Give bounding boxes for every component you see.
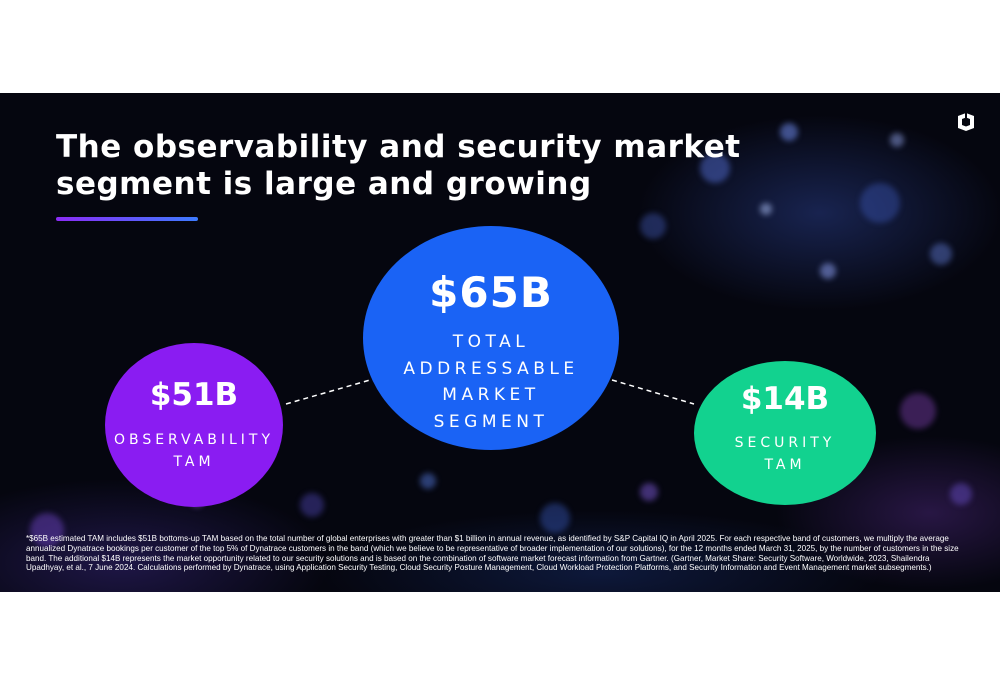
observability-tam-circle: $51B OBSERVABILITY TAM	[105, 343, 283, 507]
total-addressable-market-value: $65B	[429, 268, 553, 317]
total-label-line2: ADDRESSABLE	[403, 358, 579, 379]
total-label-line1: TOTAL	[452, 332, 530, 352]
observability-tam-value: $51B	[149, 377, 239, 413]
slide-title: The observability and security market se…	[56, 129, 741, 202]
security-tam-label: SECURITY TAM	[694, 432, 876, 476]
connector-lines	[285, 379, 695, 405]
observability-tam-label: OBSERVABILITY TAM	[105, 429, 283, 473]
slide: The observability and security market se…	[0, 93, 1000, 592]
dynatrace-logo-icon	[958, 113, 974, 131]
connector-total-security	[611, 379, 695, 405]
total-label-line4: SEGMENT	[433, 411, 549, 432]
connector-observability-total	[285, 379, 371, 405]
total-label-line3: MARKET	[442, 385, 540, 405]
security-tam-label-line2: TAM	[764, 457, 806, 473]
total-addressable-market-label: TOTAL ADDRESSABLE MARKET SEGMENT	[363, 329, 619, 435]
footnote: *$65B estimated TAM includes $51B bottom…	[26, 534, 959, 573]
security-tam-label-line1: SECURITY	[734, 435, 836, 451]
total-addressable-market-circle: $65B TOTAL ADDRESSABLE MARKET SEGMENT	[363, 226, 619, 450]
observability-tam-label-line1: OBSERVABILITY	[113, 432, 275, 448]
security-tam-value: $14B	[740, 381, 830, 417]
security-tam-circle: $14B SECURITY TAM	[694, 361, 876, 505]
title-accent-bar	[56, 217, 198, 221]
observability-tam-label-line2: TAM	[173, 454, 215, 470]
